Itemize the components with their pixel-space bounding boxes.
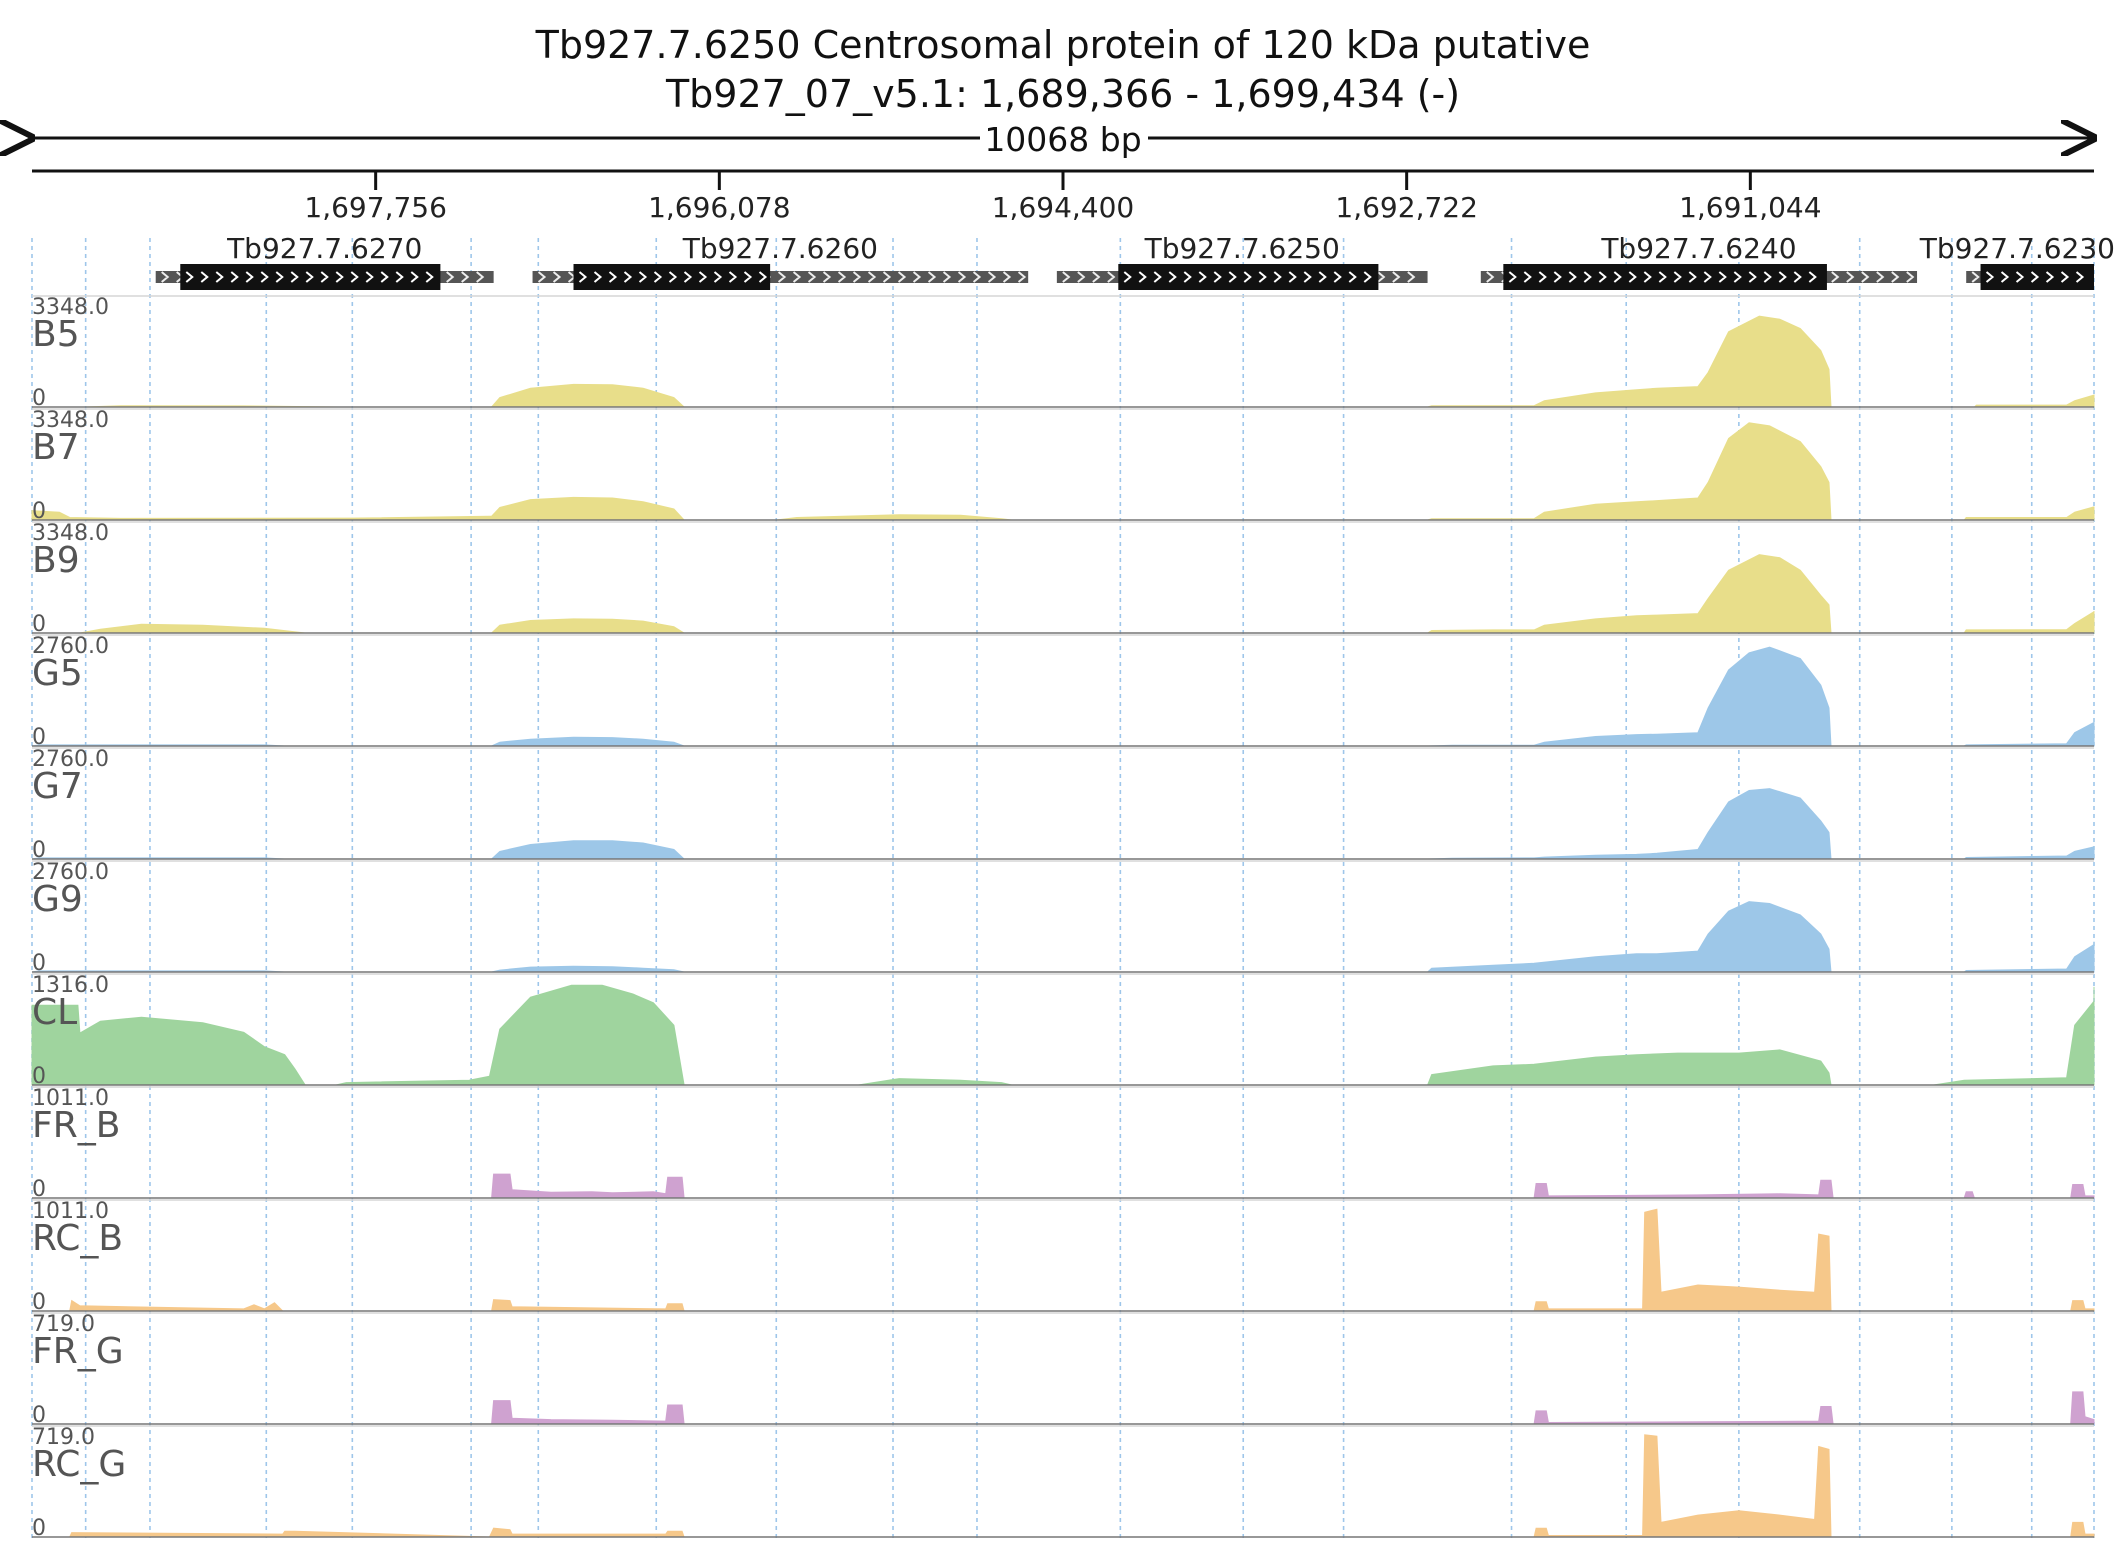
- track-min-label: 0: [32, 499, 46, 524]
- track-rc-b: 1011.0RC_B 0: [32, 1199, 2095, 1315]
- gene-label: Tb927.7.6230: [1919, 232, 2115, 265]
- track-g5: 2760.0G5 0: [31, 634, 2095, 750]
- gene-cds: [573, 264, 771, 290]
- track-min-label: 0: [32, 951, 46, 976]
- chart-subtitle: Tb927_07_v5.1: 1,689,366 - 1,699,434 (-): [665, 72, 1460, 116]
- track-g9: 2760.0G9 0: [31, 860, 2095, 976]
- strand-chevrons: [1123, 271, 1372, 283]
- track-name: RC_G: [32, 1444, 126, 1485]
- track-g7: 2760.0G7 0: [31, 747, 2095, 863]
- track-name: FR_B: [32, 1105, 120, 1146]
- track-name: CL: [32, 992, 77, 1033]
- track-max-label: 719.0: [32, 1425, 95, 1450]
- strand-chevrons: [578, 271, 768, 283]
- coverage-area: [31, 984, 2095, 1086]
- gene-label: Tb927.7.6270: [226, 232, 422, 265]
- track-name: FR_G: [32, 1331, 124, 1372]
- track-min-label: 0: [32, 838, 46, 863]
- gene-Tb927.7.6240: Tb927.7.6240: [1480, 232, 1918, 290]
- coverage-area: [31, 422, 2095, 521]
- track-max-label: 2760.0: [32, 860, 109, 885]
- gene-label: Tb927.7.6250: [1144, 232, 1340, 265]
- track-name: B9: [32, 540, 80, 581]
- vertical-gridlines: [31, 238, 2095, 1539]
- axis-tick-label: 1,694,400: [992, 191, 1135, 224]
- gene-label: Tb927.7.6240: [1600, 232, 1796, 265]
- coverage-area: [31, 901, 2095, 973]
- coverage-area: [32, 554, 2095, 634]
- track-name: RC_B: [32, 1218, 123, 1259]
- track-fr-b: 1011.0FR_B 0: [32, 1086, 2095, 1202]
- gene-Tb927.7.6260: Tb927.7.6260: [532, 232, 1029, 290]
- track-max-label: 1011.0: [32, 1199, 109, 1224]
- axis-tick-label: 1,697,756: [304, 191, 447, 224]
- axis-tick-label: 1,696,078: [648, 191, 791, 224]
- coverage-area: [32, 1173, 2095, 1199]
- gene-annotations: Tb927.7.6270 Tb927.7.6260 Tb927.7.6250 Tb92…: [155, 232, 2115, 290]
- axis-ticks: 1,697,756 1,696,078 1,694,400 1,692,722 1,69…: [304, 171, 1822, 224]
- strand-chevrons: [185, 271, 434, 283]
- track-max-label: 1011.0: [32, 1086, 109, 1111]
- track-min-label: 0: [32, 1177, 46, 1202]
- gene-Tb927.7.6250: Tb927.7.6250: [1056, 232, 1428, 290]
- span-indicator: 10068 bp: [32, 120, 2094, 159]
- track-name: B5: [32, 314, 80, 355]
- strand-chevrons: [1508, 271, 1817, 283]
- track-fr-g: 719.0FR_G 0: [32, 1312, 2095, 1428]
- chart-title: Tb927.7.6250 Centrosomal protein of 120 …: [535, 23, 1591, 67]
- track-b5: 3348.0B5 0: [32, 295, 2095, 411]
- track-min-label: 0: [32, 1064, 46, 1089]
- track-max-label: 3348.0: [32, 295, 109, 320]
- track-min-label: 0: [32, 1403, 46, 1428]
- track-name: G5: [32, 653, 83, 694]
- coverage-area: [32, 1391, 2095, 1425]
- axis-tick-label: 1,691,044: [1679, 191, 1822, 224]
- track-min-label: 0: [32, 1290, 46, 1315]
- track-rc-g: 719.0RC_G 0: [32, 1425, 2095, 1541]
- span-label: 10068 bp: [984, 120, 1141, 159]
- track-max-label: 3348.0: [32, 408, 109, 433]
- gene-Tb927.7.6270: Tb927.7.6270: [155, 232, 494, 290]
- track-max-label: 1316.0: [32, 973, 109, 998]
- track-max-label: 2760.0: [32, 634, 109, 659]
- coverage-area: [32, 315, 2095, 408]
- track-min-label: 0: [32, 1516, 46, 1541]
- coverage-area: [31, 646, 2095, 747]
- axis-tick-label: 1,692,722: [1335, 191, 1478, 224]
- track-name: G9: [32, 879, 83, 920]
- track-name: G7: [32, 766, 83, 807]
- coverage-area: [32, 1208, 2095, 1312]
- strand-chevrons: [1985, 271, 2085, 283]
- track-min-label: 0: [32, 612, 46, 637]
- track-min-label: 0: [32, 725, 46, 750]
- coverage-area: [32, 1434, 2095, 1538]
- coverage-area: [31, 788, 2095, 860]
- track-min-label: 0: [32, 386, 46, 411]
- track-max-label: 719.0: [32, 1312, 95, 1337]
- track-max-label: 3348.0: [32, 521, 109, 546]
- gene-Tb927.7.6230: Tb927.7.6230: [1919, 232, 2115, 290]
- track-cl: 1316.0CL 0: [31, 973, 2095, 1089]
- track-b7: 3348.0B7 0: [31, 408, 2095, 524]
- coverage-tracks: 3348.0B503348.0B703348.0B902760.0G502760…: [31, 295, 2095, 1541]
- gene-label: Tb927.7.6260: [682, 232, 878, 265]
- track-name: B7: [32, 427, 80, 468]
- track-max-label: 2760.0: [32, 747, 109, 772]
- track-b9: 3348.0B9 0: [32, 521, 2095, 637]
